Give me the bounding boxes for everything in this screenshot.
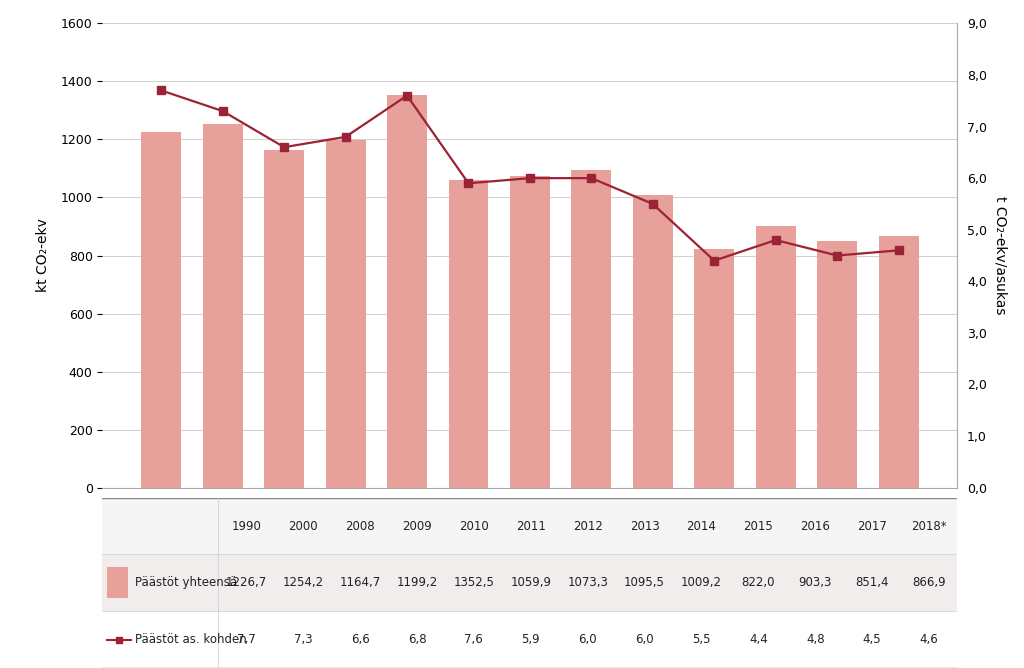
Text: 1073,3: 1073,3 bbox=[567, 576, 608, 589]
Text: 2012: 2012 bbox=[572, 520, 602, 532]
Bar bbox=[756, 226, 796, 488]
Text: 6,8: 6,8 bbox=[408, 633, 426, 646]
FancyBboxPatch shape bbox=[102, 554, 957, 611]
Text: 2018*: 2018* bbox=[911, 520, 947, 532]
Text: 2015: 2015 bbox=[743, 520, 773, 532]
Text: 2008: 2008 bbox=[345, 520, 375, 532]
Text: 866,9: 866,9 bbox=[912, 576, 946, 589]
Text: 1254,2: 1254,2 bbox=[283, 576, 324, 589]
Bar bbox=[449, 180, 488, 488]
Text: Päästöt yhteensä: Päästöt yhteensä bbox=[135, 576, 237, 589]
Text: 1352,5: 1352,5 bbox=[454, 576, 495, 589]
Text: 1059,9: 1059,9 bbox=[510, 576, 551, 589]
Text: 2010: 2010 bbox=[459, 520, 488, 532]
Text: 5,9: 5,9 bbox=[521, 633, 540, 646]
Bar bbox=[633, 195, 673, 488]
Text: 1095,5: 1095,5 bbox=[624, 576, 665, 589]
Bar bbox=[510, 176, 550, 488]
Text: 4,5: 4,5 bbox=[863, 633, 882, 646]
Bar bbox=[141, 132, 181, 488]
Text: Päästöt as. kohden: Päästöt as. kohden bbox=[135, 633, 247, 646]
Text: 4,4: 4,4 bbox=[749, 633, 768, 646]
Text: 851,4: 851,4 bbox=[855, 576, 889, 589]
Text: 7,6: 7,6 bbox=[465, 633, 483, 646]
Text: 903,3: 903,3 bbox=[799, 576, 831, 589]
Bar bbox=[817, 240, 857, 488]
Text: 1009,2: 1009,2 bbox=[681, 576, 722, 589]
Bar bbox=[203, 124, 243, 488]
Bar bbox=[571, 170, 611, 488]
Text: 6,0: 6,0 bbox=[579, 633, 597, 646]
FancyBboxPatch shape bbox=[102, 498, 957, 554]
Text: 6,6: 6,6 bbox=[350, 633, 370, 646]
Text: 4,8: 4,8 bbox=[806, 633, 824, 646]
Text: 2009: 2009 bbox=[402, 520, 432, 532]
Text: 1199,2: 1199,2 bbox=[396, 576, 437, 589]
Bar bbox=[694, 249, 734, 488]
Bar bbox=[387, 96, 427, 488]
Bar bbox=[879, 236, 919, 488]
Text: 6,0: 6,0 bbox=[635, 633, 654, 646]
Text: 2017: 2017 bbox=[857, 520, 887, 532]
Y-axis label: t CO₂-ekv/asukas: t CO₂-ekv/asukas bbox=[994, 196, 1008, 315]
Text: 822,0: 822,0 bbox=[741, 576, 775, 589]
FancyBboxPatch shape bbox=[106, 568, 128, 598]
Text: 7,7: 7,7 bbox=[237, 633, 256, 646]
Text: 2016: 2016 bbox=[801, 520, 830, 532]
Text: 1990: 1990 bbox=[231, 520, 261, 532]
FancyBboxPatch shape bbox=[102, 611, 957, 668]
Bar bbox=[326, 140, 366, 488]
Text: 1226,7: 1226,7 bbox=[225, 576, 267, 589]
Text: 2011: 2011 bbox=[516, 520, 546, 532]
Y-axis label: kt CO₂-ekv: kt CO₂-ekv bbox=[36, 218, 50, 293]
Bar bbox=[264, 150, 304, 488]
Text: 5,5: 5,5 bbox=[692, 633, 711, 646]
Text: 2014: 2014 bbox=[686, 520, 717, 532]
Text: 7,3: 7,3 bbox=[294, 633, 312, 646]
Text: 2000: 2000 bbox=[289, 520, 318, 532]
Text: 1164,7: 1164,7 bbox=[339, 576, 381, 589]
Text: 2013: 2013 bbox=[630, 520, 659, 532]
Text: 4,6: 4,6 bbox=[920, 633, 938, 646]
